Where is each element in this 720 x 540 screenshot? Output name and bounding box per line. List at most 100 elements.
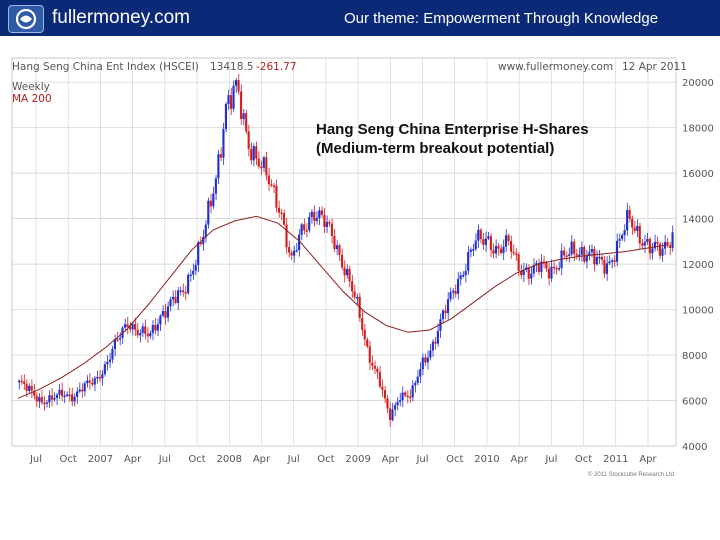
candle-down: [43, 402, 46, 405]
candle-up: [532, 264, 535, 274]
candle-down: [573, 241, 576, 254]
candle-down: [633, 227, 636, 231]
candle-down: [545, 262, 548, 269]
candle-up: [161, 311, 164, 316]
candle-down: [320, 210, 323, 215]
candle-up: [176, 290, 180, 304]
y-tick-label: 12000: [682, 260, 714, 271]
candle-up: [431, 341, 434, 351]
candle-up: [118, 337, 122, 340]
candle-up: [217, 154, 220, 179]
annotation-line-1: Hang Seng China Enterprise H-Shares: [316, 121, 589, 138]
candle-up: [28, 385, 31, 391]
candle-down: [492, 250, 495, 254]
candle-up: [416, 376, 419, 383]
x-tick-label: Jul: [544, 454, 557, 465]
candle-down: [257, 158, 260, 167]
x-tick-label: Oct: [575, 454, 592, 465]
candle-up: [451, 290, 455, 293]
chart-title-label: Hang Seng China Ent Index (HSCEI): [12, 61, 199, 73]
candle-down: [638, 225, 641, 244]
candle-down: [565, 255, 568, 257]
candle-up: [189, 274, 192, 276]
candle-up: [522, 269, 525, 276]
candle-down: [265, 157, 268, 176]
candle-down: [353, 291, 356, 298]
candle-up: [391, 409, 394, 421]
chart-source-label: www.fullermoney.com: [498, 61, 614, 73]
theme-text: Our theme: Empowerment Through Knowledge: [344, 10, 659, 27]
y-tick-label: 16000: [682, 169, 714, 180]
site-name[interactable]: fullermoney.com: [52, 7, 190, 28]
candle-down: [378, 372, 381, 387]
candle-up: [53, 397, 56, 400]
candle-up: [449, 292, 452, 300]
candle-up: [38, 397, 41, 402]
candle-up: [149, 333, 152, 337]
x-tick-label: 2009: [345, 454, 370, 465]
candle-up: [474, 240, 477, 250]
candle-up: [472, 249, 475, 251]
x-tick-label: Jul: [29, 454, 42, 465]
candle-up: [608, 261, 611, 264]
candle-down: [305, 230, 308, 232]
candle-down: [555, 268, 558, 270]
candle-up: [151, 324, 154, 334]
candle-down: [154, 324, 157, 331]
candle-down: [666, 242, 669, 246]
candle-up: [396, 401, 399, 406]
candle-down: [603, 259, 606, 274]
candle-up: [18, 380, 21, 383]
candle-down: [517, 254, 520, 271]
candle-down: [562, 250, 566, 256]
candle-down: [144, 326, 147, 334]
candle-up: [171, 296, 175, 300]
candle-down: [388, 408, 392, 421]
chart-date-label: 12 Apr 2011: [622, 61, 687, 73]
plot-frame: [11, 57, 677, 447]
y-tick-label: 10000: [682, 306, 714, 317]
candle-up: [293, 250, 296, 256]
candle-up: [73, 396, 76, 402]
frequency-label: Weekly: [12, 81, 50, 93]
candlestick-chart: 4000 6000 8000 10000 12000 14000 16000 18000 200…: [11, 57, 714, 465]
candle-up: [535, 263, 538, 265]
candle-down: [340, 254, 344, 268]
candle-down: [136, 329, 139, 336]
candle-down: [88, 380, 91, 383]
x-tick-label: Oct: [188, 454, 205, 465]
candle-down: [348, 268, 351, 282]
candle-up: [166, 306, 170, 318]
candle-down: [613, 260, 616, 262]
fullermoney-logo-icon[interactable]: [8, 5, 44, 33]
candle-up: [398, 400, 402, 402]
y-tick-label: 8000: [682, 351, 707, 362]
candle-up: [123, 324, 127, 328]
x-tick-label: 2010: [474, 454, 499, 465]
candle-up: [214, 178, 217, 194]
chart-change-label: -261.77: [256, 61, 297, 73]
candle-down: [129, 327, 132, 330]
candle-down: [20, 380, 23, 383]
candle-up: [598, 256, 601, 259]
candle-down: [275, 185, 278, 208]
candle-down: [658, 243, 662, 256]
candle-down: [507, 235, 510, 242]
candle-down: [290, 252, 293, 256]
candle-down: [515, 253, 518, 255]
x-tick-label: 2008: [217, 454, 242, 465]
y-tick-label: 14000: [682, 215, 714, 226]
candle-up: [636, 225, 639, 231]
candle-up: [504, 235, 508, 247]
candle-down: [328, 221, 331, 224]
candle-up: [55, 394, 58, 398]
candle-down: [482, 239, 485, 245]
candle-down: [285, 224, 288, 248]
candle-down: [333, 235, 336, 249]
candle-down: [91, 382, 94, 385]
candle-down: [229, 95, 233, 109]
candle-up: [197, 242, 200, 266]
candle-up: [623, 230, 626, 236]
candle-down: [628, 209, 631, 219]
candle-down: [373, 365, 376, 369]
